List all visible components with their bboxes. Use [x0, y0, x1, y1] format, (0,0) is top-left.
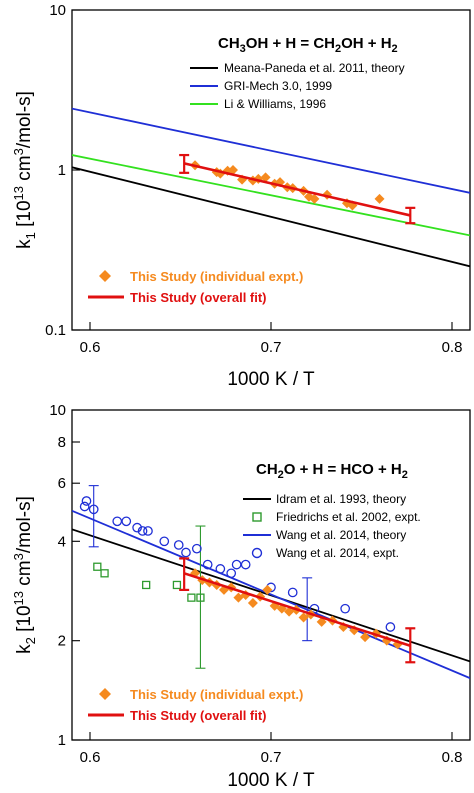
bottom-x-ticks: 0.6 0.7 0.8 — [80, 732, 463, 766]
bottom-panel: CH2O + H = HCO + H2 Idram et al. 1993, t… — [11, 402, 471, 791]
top-study-fit-label: This Study (overall fit) — [130, 290, 267, 305]
study-point — [309, 193, 320, 204]
top-data-marks — [72, 107, 470, 268]
wang-expt-point — [112, 516, 123, 527]
legend-circle-icon — [251, 547, 263, 559]
top-series-layer — [72, 107, 470, 268]
study-point — [260, 172, 271, 183]
study-point — [262, 584, 273, 595]
friedrichs-point — [100, 569, 109, 578]
legend-label-idram: Idram et al. 1993, theory — [276, 492, 406, 506]
friedrichs-point — [142, 580, 151, 590]
wang-expt-point — [79, 501, 90, 512]
wang-expt-point — [173, 540, 184, 550]
bottom-x-tick-label: 0.8 — [442, 749, 463, 766]
top-legend: Meana-Paneda et al. 2011, theory GRI-Mec… — [190, 61, 405, 111]
wang-expt-point — [191, 543, 202, 554]
wang-expt-point — [240, 559, 251, 570]
friedrichs-point — [187, 593, 196, 602]
legend-label-friedrichs: Friedrichs et al. 2002, expt. — [276, 510, 421, 524]
bottom-y-tick-label: 2 — [58, 633, 66, 650]
wang-expt-point — [202, 559, 213, 570]
series-line-gri-mech-3-0-1999 — [72, 107, 470, 194]
top-x-axis-title: 1000 K / T — [227, 369, 315, 390]
wang-expt-point — [132, 522, 142, 533]
top-x-tick-label: 0.7 — [261, 339, 282, 356]
top-study-legend: This Study (individual expt.) This Study… — [88, 269, 303, 305]
bottom-y-axis-title: k2 [1013 cm3/mol-s] — [11, 496, 38, 654]
bottom-study-fit-label: This Study (overall fit) — [130, 708, 267, 723]
bottom-series-layer — [72, 485, 470, 679]
bottom-y-ticks: 1 2 4 6 8 10 — [49, 402, 80, 749]
study-point — [374, 193, 385, 204]
legend-square-icon — [252, 512, 262, 522]
legend-label-gri-mech: GRI-Mech 3.0, 1999 — [224, 79, 332, 93]
study-fit-line — [183, 162, 411, 217]
bottom-y-tick-label: 4 — [58, 533, 66, 550]
bottom-data-marks — [72, 485, 470, 679]
study-point — [360, 632, 371, 643]
bottom-y-tick-label: 1 — [58, 732, 66, 749]
top-y-tick-label: 1 — [58, 162, 66, 179]
wang-expt-point — [231, 559, 242, 570]
wang-expt-point — [81, 496, 92, 506]
series-line-meana-paneda-et-al-2011-theory — [72, 166, 470, 268]
bottom-y-tick-label: 8 — [58, 434, 66, 451]
top-panel: CH3OH + H = CH2OH + H2 Meana-Paneda et a… — [11, 2, 471, 390]
bottom-study-points-label: This Study (individual expt.) — [130, 687, 303, 702]
study-point — [247, 598, 258, 609]
series-line-wang-et-al-2014-theory — [72, 509, 470, 679]
wang-expt-point — [385, 622, 396, 632]
friedrichs-point — [93, 562, 102, 571]
top-x-ticks: 0.6 0.7 0.8 — [80, 322, 463, 356]
friedrichs-point — [196, 593, 205, 602]
study-point — [298, 612, 309, 623]
top-y-ticks: 0.1 1 10 — [45, 2, 80, 339]
bottom-y-tick-label: 10 — [49, 402, 66, 419]
wang-expt-point — [181, 547, 191, 558]
bottom-legend: Idram et al. 1993, theory Friedrichs et … — [243, 492, 421, 560]
wang-expt-point — [121, 516, 132, 527]
legend-label-li-williams: Li & Williams, 1996 — [224, 97, 326, 111]
wang-expt-point — [215, 564, 226, 574]
top-y-tick-label: 10 — [49, 2, 66, 19]
bottom-x-tick-label: 0.7 — [261, 749, 282, 766]
bottom-equation: CH2O + H = HCO + H2 — [256, 461, 408, 481]
wang-expt-point — [309, 603, 320, 614]
wang-expt-point — [226, 568, 237, 579]
wang-expt-point — [340, 603, 351, 614]
wang-expt-point — [287, 587, 298, 598]
friedrichs-point — [172, 580, 182, 590]
legend-diamond-icon — [99, 270, 111, 282]
top-y-tick-label: 0.1 — [45, 322, 66, 339]
wang-expt-point — [137, 526, 148, 536]
wang-expt-point — [159, 536, 170, 547]
bottom-y-tick-label: 6 — [58, 475, 66, 492]
legend-label-meana-paneda: Meana-Paneda et al. 2011, theory — [224, 61, 405, 75]
top-equation: CH3OH + H = CH2OH + H2 — [218, 35, 398, 55]
study-fit-line — [183, 572, 411, 648]
legend-label-wang-expt: Wang et al. 2014, expt. — [276, 546, 399, 560]
wang-expt-point — [88, 504, 99, 515]
top-x-tick-label: 0.8 — [442, 339, 463, 356]
legend-label-wang-theory: Wang et al. 2014, theory — [276, 528, 406, 542]
bottom-x-tick-label: 0.6 — [80, 749, 101, 766]
top-study-points-label: This Study (individual expt.) — [130, 269, 303, 284]
top-y-axis-title: k1 [1013 cm3/mol-s] — [11, 91, 38, 249]
wang-expt-point — [143, 526, 153, 536]
legend-diamond-icon — [99, 688, 111, 700]
bottom-study-legend: This Study (individual expt.) This Study… — [88, 687, 303, 723]
series-line-li-williams-1996 — [72, 154, 470, 237]
top-x-tick-label: 0.6 — [80, 339, 101, 356]
bottom-x-axis-title: 1000 K / T — [227, 770, 315, 791]
study-point — [228, 165, 239, 175]
